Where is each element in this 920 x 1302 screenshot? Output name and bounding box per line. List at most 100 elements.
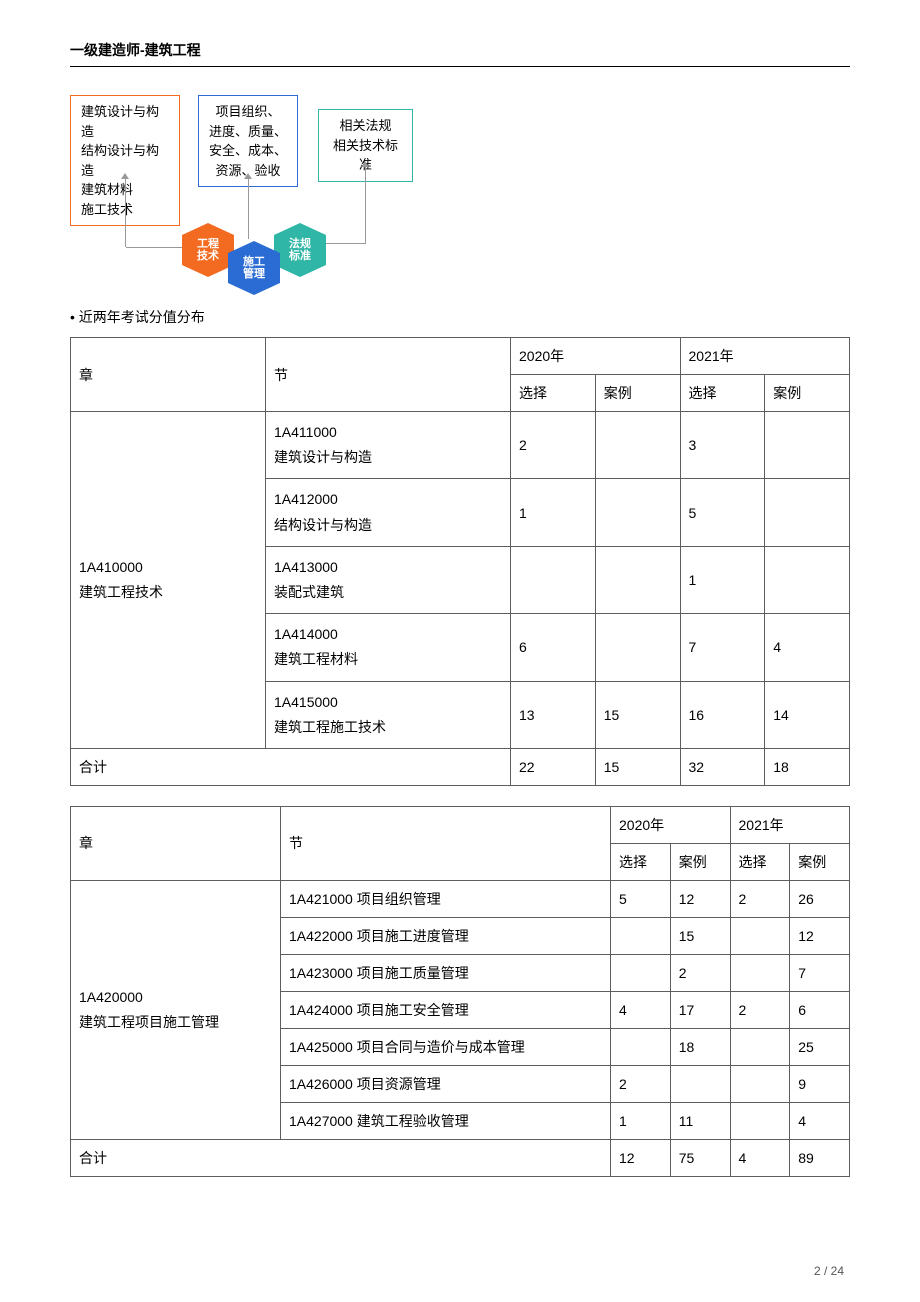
value-cell (595, 479, 680, 546)
page-number: 2 / 24 (814, 1264, 844, 1278)
total-a2021: 18 (765, 748, 850, 785)
total-a2021: 89 (790, 1139, 850, 1176)
col-2020: 2020年 (511, 338, 681, 375)
value-cell (611, 917, 671, 954)
hex3-label: 法规 标准 (289, 238, 311, 262)
concept-diagram: 建筑设计与构造结构设计与构造建筑材料施工技术 项目组织、进度、质量、安全、成本、… (70, 95, 430, 295)
value-cell: 15 (595, 681, 680, 748)
col-2021: 2021年 (680, 338, 850, 375)
value-cell: 1 (680, 546, 765, 613)
value-cell: 14 (765, 681, 850, 748)
chapter-cell: 1A410000建筑工程技术 (71, 412, 266, 749)
value-cell: 17 (670, 991, 730, 1028)
value-cell: 5 (680, 479, 765, 546)
value-cell: 13 (511, 681, 596, 748)
total-label: 合计 (71, 748, 511, 785)
box1-text: 建筑设计与构造结构设计与构造建筑材料施工技术 (81, 104, 159, 217)
total-a2020: 15 (595, 748, 680, 785)
page-total: 24 (831, 1264, 844, 1278)
page-header-title: 一级建造师-建筑工程 (70, 40, 850, 60)
section-cell: 1A413000装配式建筑 (266, 546, 511, 613)
value-cell: 4 (611, 991, 671, 1028)
page-current: 2 (814, 1264, 821, 1278)
value-cell (595, 546, 680, 613)
value-cell: 12 (790, 917, 850, 954)
hex-management: 施工 管理 (228, 253, 280, 283)
col-section: 节 (266, 338, 511, 412)
hex-engineering: 工程 技术 (182, 235, 234, 265)
total-label: 合计 (71, 1139, 611, 1176)
value-cell: 15 (670, 917, 730, 954)
value-cell (765, 546, 850, 613)
page-sep: / (821, 1264, 831, 1278)
value-cell: 4 (790, 1102, 850, 1139)
value-cell: 25 (790, 1028, 850, 1065)
section-cell: 1A426000 项目资源管理 (281, 1065, 611, 1102)
col-2020-choice: 选择 (611, 843, 671, 880)
section-cell: 1A414000建筑工程材料 (266, 614, 511, 681)
value-cell: 7 (680, 614, 765, 681)
col-2020-case: 案例 (670, 843, 730, 880)
header-rule (70, 66, 850, 67)
value-cell: 6 (511, 614, 596, 681)
section-label: • 近两年考试分值分布 (70, 307, 850, 327)
value-cell: 26 (790, 880, 850, 917)
total-c2021: 32 (680, 748, 765, 785)
score-table-1: 章 节 2020年 2021年 选择 案例 选择 案例 1A410000建筑工程… (70, 337, 850, 786)
total-c2020: 22 (511, 748, 596, 785)
value-cell: 4 (765, 614, 850, 681)
col-2021-case: 案例 (790, 843, 850, 880)
section-cell: 1A411000建筑设计与构造 (266, 412, 511, 479)
total-c2020: 12 (611, 1139, 671, 1176)
value-cell: 5 (611, 880, 671, 917)
table-total-row: 合计 22 15 32 18 (71, 748, 850, 785)
value-cell (611, 1028, 671, 1065)
value-cell: 1 (611, 1102, 671, 1139)
section-cell: 1A412000结构设计与构造 (266, 479, 511, 546)
value-cell: 9 (790, 1065, 850, 1102)
col-2021-choice: 选择 (680, 375, 765, 412)
value-cell (611, 954, 671, 991)
value-cell (730, 1028, 790, 1065)
score-table-2: 章 节 2020年 2021年 选择 案例 选择 案例 1A420000建筑工程… (70, 806, 850, 1177)
value-cell (765, 479, 850, 546)
chapter-cell: 1A420000建筑工程项目施工管理 (71, 880, 281, 1139)
section-cell: 1A415000建筑工程施工技术 (266, 681, 511, 748)
table-header-row: 章 节 2020年 2021年 (71, 806, 850, 843)
value-cell: 3 (680, 412, 765, 479)
section-cell: 1A424000 项目施工安全管理 (281, 991, 611, 1028)
value-cell (670, 1065, 730, 1102)
value-cell: 2 (611, 1065, 671, 1102)
value-cell: 11 (670, 1102, 730, 1139)
col-2021-choice: 选择 (730, 843, 790, 880)
section-cell: 1A421000 项目组织管理 (281, 880, 611, 917)
col-2020-choice: 选择 (511, 375, 596, 412)
connector-1 (125, 177, 126, 247)
value-cell: 12 (670, 880, 730, 917)
arrow-1 (121, 173, 129, 179)
value-cell: 6 (790, 991, 850, 1028)
value-cell: 1 (511, 479, 596, 546)
hex1-label: 工程 技术 (197, 238, 219, 262)
value-cell: 2 (511, 412, 596, 479)
value-cell: 16 (680, 681, 765, 748)
box2-text: 项目组织、进度、质量、安全、成本、资源、验收 (209, 104, 287, 178)
connector-3 (365, 165, 366, 243)
arrow-2 (244, 173, 252, 179)
value-cell (765, 412, 850, 479)
value-cell: 7 (790, 954, 850, 991)
section-cell: 1A425000 项目合同与造价与成本管理 (281, 1028, 611, 1065)
col-2021: 2021年 (730, 806, 850, 843)
col-2020-case: 案例 (595, 375, 680, 412)
value-cell (595, 614, 680, 681)
table-row: 1A420000建筑工程项目施工管理1A421000 项目组织管理512226 (71, 880, 850, 917)
col-2021-case: 案例 (765, 375, 850, 412)
value-cell: 2 (730, 991, 790, 1028)
hex-regulation: 法规 标准 (274, 235, 326, 265)
col-section: 节 (281, 806, 611, 880)
table-row: 1A410000建筑工程技术1A411000建筑设计与构造23 (71, 412, 850, 479)
connector-2 (248, 177, 249, 239)
value-cell (730, 1102, 790, 1139)
value-cell (511, 546, 596, 613)
col-2020: 2020年 (611, 806, 731, 843)
